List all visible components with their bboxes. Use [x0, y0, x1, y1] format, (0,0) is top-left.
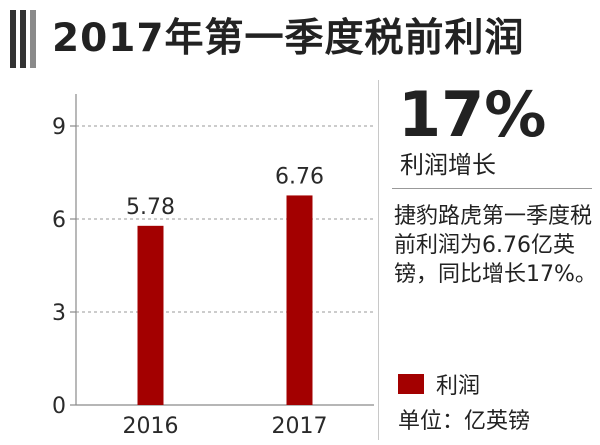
y-tick-label: 3 — [52, 301, 66, 326]
bar-layer — [137, 195, 313, 405]
title-accent-bar — [10, 10, 40, 68]
highlight-divider — [392, 188, 592, 189]
accent-stripe-mid — [20, 10, 26, 68]
label-layer: 5.78 2016 6.76 2017 — [123, 164, 328, 439]
legend-swatch — [398, 374, 424, 394]
grid-layer — [76, 125, 374, 313]
legend: 利润 — [398, 368, 480, 400]
bar-value-label: 6.76 — [275, 164, 324, 189]
bar-value-label: 5.78 — [126, 195, 175, 220]
bar-chart: 0 3 6 9 5.78 2016 6.76 2017 — [52, 94, 374, 439]
accent-stripe-light — [30, 10, 36, 68]
legend-label: 利润 — [436, 374, 481, 399]
growth-label: 利润增长 — [400, 151, 496, 179]
bar — [137, 225, 164, 405]
y-tick-label: 0 — [52, 394, 66, 419]
growth-value: 17% — [398, 78, 547, 151]
unit-label: 单位：亿英镑 — [398, 409, 531, 434]
x-tick-label: 2017 — [272, 414, 328, 439]
y-tick-label: 6 — [52, 208, 66, 233]
page-title: 2017年第一季度税前利润 — [52, 16, 525, 61]
accent-stripe-dark — [10, 10, 16, 68]
y-tick-label: 9 — [52, 115, 66, 140]
x-tick-label: 2016 — [123, 414, 179, 439]
panel-divider — [378, 80, 379, 440]
description-text: 捷豹路虎第一季度税前利润为6.76亿英镑，同比增长17%。 — [394, 204, 597, 287]
bar — [286, 195, 313, 405]
axis-layer: 0 3 6 9 — [52, 94, 374, 419]
